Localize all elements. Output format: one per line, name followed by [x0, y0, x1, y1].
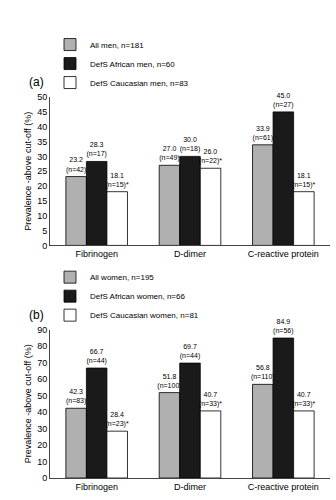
- svg-text:10: 10: [37, 457, 47, 467]
- svg-text:70: 70: [37, 358, 47, 368]
- svg-text:45.0(n=27): 45.0(n=27): [273, 92, 293, 109]
- svg-text:DefS African women, n=66: DefS African women, n=66: [90, 292, 185, 301]
- svg-text:20: 20: [37, 440, 47, 450]
- svg-text:D-dimer: D-dimer: [174, 249, 206, 259]
- svg-text:40: 40: [37, 407, 47, 417]
- svg-text:All men, n=181: All men, n=181: [90, 41, 144, 50]
- svg-text:30: 30: [37, 152, 47, 162]
- svg-text:25: 25: [37, 166, 47, 176]
- svg-text:69.7(n=44): 69.7(n=44): [180, 343, 200, 360]
- svg-text:28.3(n=17): 28.3(n=17): [86, 141, 106, 158]
- svg-text:27.0(n=49): 27.0(n=49): [159, 145, 179, 162]
- svg-text:5: 5: [42, 226, 47, 236]
- svg-text:10: 10: [37, 211, 47, 221]
- svg-text:26.0(n=22)*: 26.0(n=22)*: [199, 148, 222, 165]
- svg-text:28.4(n=23)*: 28.4(n=23)*: [105, 411, 128, 428]
- svg-text:18.1(n=15)*: 18.1(n=15)*: [292, 172, 315, 189]
- svg-text:40.7(n=33)*: 40.7(n=33)*: [292, 391, 315, 408]
- svg-text:42.3(n=83): 42.3(n=83): [66, 388, 86, 405]
- svg-text:C-reactive protein: C-reactive protein: [248, 249, 319, 259]
- svg-text:23.2(n=42): 23.2(n=42): [66, 156, 86, 173]
- svg-text:C-reactive protein: C-reactive protein: [248, 482, 319, 492]
- svg-text:80: 80: [37, 341, 47, 351]
- svg-text:35: 35: [37, 137, 47, 147]
- svg-text:60: 60: [37, 374, 47, 384]
- svg-text:(b): (b): [29, 308, 44, 322]
- svg-text:45: 45: [37, 107, 47, 117]
- svg-text:84.9(n=56): 84.9(n=56): [273, 318, 293, 335]
- svg-text:15: 15: [37, 196, 47, 206]
- svg-text:66.7(n=44): 66.7(n=44): [86, 348, 106, 365]
- svg-text:DefS Caucasian women, n=81: DefS Caucasian women, n=81: [90, 311, 199, 320]
- svg-text:51.8(n=100): 51.8(n=100): [157, 373, 181, 390]
- svg-text:0: 0: [42, 473, 47, 483]
- svg-text:Fibrinogen: Fibrinogen: [75, 249, 118, 259]
- svg-text:D-dimer: D-dimer: [174, 482, 206, 492]
- svg-text:20: 20: [37, 181, 47, 191]
- svg-text:40.7(n=33)*: 40.7(n=33)*: [199, 391, 222, 408]
- svg-text:30: 30: [37, 424, 47, 434]
- svg-text:33.9(n=61): 33.9(n=61): [253, 125, 273, 142]
- svg-text:18.1(n=15)*: 18.1(n=15)*: [105, 172, 128, 189]
- svg-text:DefS African men, n=60: DefS African men, n=60: [90, 60, 175, 69]
- svg-text:Fibrinogen: Fibrinogen: [75, 482, 118, 492]
- svg-text:DefS Caucasian men, n=83: DefS Caucasian men, n=83: [90, 79, 189, 88]
- svg-text:Prevalence -above cut-off (%): Prevalence -above cut-off (%): [23, 112, 33, 231]
- svg-text:50: 50: [37, 92, 47, 102]
- svg-text:90: 90: [37, 325, 47, 335]
- svg-text:0: 0: [42, 241, 47, 251]
- svg-text:All women, n=195: All women, n=195: [90, 273, 154, 282]
- svg-text:30.0(n=18): 30.0(n=18): [180, 136, 200, 153]
- svg-text:Prevalence -above cut-off (%): Prevalence -above cut-off (%): [23, 344, 33, 463]
- svg-text:(a): (a): [29, 75, 44, 89]
- svg-text:40: 40: [37, 122, 47, 132]
- svg-text:50: 50: [37, 391, 47, 401]
- svg-text:56.8(n=110): 56.8(n=110): [251, 364, 275, 381]
